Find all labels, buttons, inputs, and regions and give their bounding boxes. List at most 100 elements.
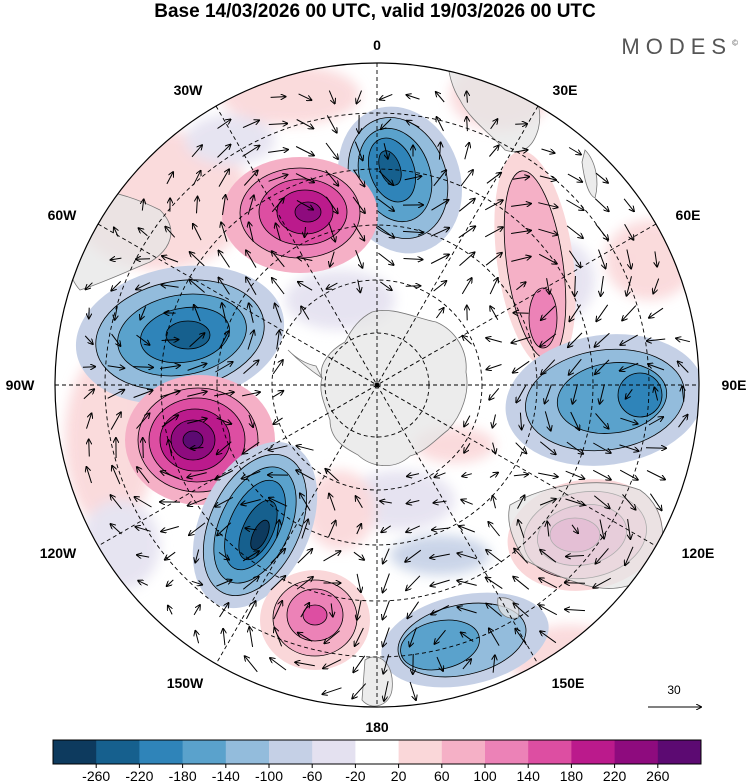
wind-arrow bbox=[511, 257, 530, 262]
wind-arrow bbox=[197, 197, 198, 214]
colorbar-tick-label: -60 bbox=[302, 768, 322, 783]
wind-arrow bbox=[139, 228, 148, 237]
wind-arrow bbox=[356, 496, 363, 509]
wind-arrow bbox=[405, 549, 422, 562]
wind-arrow bbox=[142, 199, 143, 211]
wind-arrow bbox=[462, 336, 472, 345]
lon-label-150e: 150E bbox=[552, 675, 585, 691]
colorbar-tick-label: 220 bbox=[603, 768, 627, 783]
wind-arrow bbox=[653, 278, 660, 294]
wind-arrow bbox=[538, 228, 557, 235]
wind-arrow bbox=[219, 603, 229, 618]
wind-arrow bbox=[219, 251, 230, 268]
wind-arrow bbox=[484, 200, 503, 211]
wind-arrow bbox=[355, 627, 364, 646]
wind-arrow bbox=[538, 472, 558, 477]
wind-arrow bbox=[544, 411, 550, 430]
wind-arrow bbox=[132, 367, 153, 368]
wind-arrow bbox=[595, 332, 610, 347]
wind-arrow bbox=[678, 362, 689, 373]
wind-arrow bbox=[325, 142, 338, 159]
wind-arrow bbox=[355, 250, 363, 268]
wind-arrow bbox=[111, 281, 122, 290]
wind-arrow bbox=[242, 470, 261, 478]
colorbar-tick-label: 180 bbox=[560, 768, 584, 783]
wind-arrow bbox=[430, 228, 449, 237]
wind-arrow bbox=[539, 441, 555, 455]
wind-arrow bbox=[404, 176, 422, 181]
lon-label-0: 0 bbox=[373, 37, 381, 53]
wind-arrow bbox=[436, 92, 445, 103]
wind-arrow bbox=[383, 573, 390, 593]
wind-arrow bbox=[594, 198, 608, 211]
wind-arrow bbox=[489, 146, 498, 157]
wind-arrow bbox=[217, 441, 232, 455]
wind-arrow bbox=[575, 275, 576, 296]
wind-arrow bbox=[298, 633, 313, 642]
wind-arrow bbox=[568, 147, 581, 155]
wind-arrow bbox=[300, 603, 309, 618]
wind-arrow bbox=[82, 367, 95, 368]
wind-arrow bbox=[540, 333, 557, 346]
wind-arrow bbox=[111, 258, 122, 260]
wind-arrow bbox=[86, 413, 92, 429]
colorbar-swatch bbox=[355, 740, 400, 764]
wind-arrow bbox=[513, 360, 530, 372]
wind-arrow bbox=[488, 522, 500, 537]
wind-arrow bbox=[430, 255, 449, 264]
wind-arrow bbox=[221, 222, 228, 242]
wind-arrow bbox=[269, 498, 288, 507]
wind-arrow bbox=[301, 307, 310, 320]
wind-arrow bbox=[596, 548, 609, 563]
wind-arrow bbox=[484, 227, 503, 238]
wind-arrow bbox=[459, 252, 475, 266]
wind-arrow bbox=[570, 411, 580, 430]
wind-arrow bbox=[187, 364, 207, 371]
wind-arrow bbox=[461, 500, 473, 505]
wind-arrow bbox=[274, 628, 283, 647]
wind-arrow bbox=[538, 253, 557, 263]
wind-arrow bbox=[565, 470, 585, 479]
wind-arrow bbox=[295, 173, 314, 183]
wind-arrow bbox=[433, 170, 446, 187]
wind-arrow bbox=[490, 306, 499, 320]
wind-arrow bbox=[143, 438, 144, 459]
wind-arrow bbox=[384, 681, 389, 701]
wind-arrow bbox=[84, 335, 93, 344]
wind-arrow bbox=[410, 627, 417, 647]
wind-arrow bbox=[329, 494, 336, 511]
lon-label-30e: 30E bbox=[553, 82, 578, 98]
colorbar-border bbox=[52, 739, 702, 765]
antarctic-peninsula bbox=[287, 349, 324, 380]
wind-arrow bbox=[353, 655, 366, 672]
wind-arrow bbox=[111, 495, 122, 510]
wind-arrow bbox=[566, 556, 585, 557]
wind-arrow bbox=[189, 522, 206, 535]
colorbar-tick-label: 100 bbox=[473, 768, 497, 783]
wind-arrow bbox=[682, 386, 684, 402]
colorbar-swatch bbox=[182, 740, 227, 764]
wind-arrow bbox=[110, 412, 121, 430]
wind-arrow bbox=[272, 251, 285, 268]
wind-arrow bbox=[569, 304, 582, 322]
wind-arrow bbox=[381, 118, 392, 129]
lon-label-120e: 120E bbox=[682, 545, 715, 561]
wind-arrow bbox=[460, 170, 473, 187]
wind-arrow bbox=[595, 413, 609, 428]
wind-arrow bbox=[296, 119, 314, 129]
colorbar-tick-label: 260 bbox=[646, 768, 670, 783]
wind-arrow bbox=[462, 659, 471, 670]
wind-arrow bbox=[646, 470, 665, 480]
wind-arrow bbox=[647, 339, 666, 341]
wind-arrow bbox=[296, 470, 315, 481]
wind-arrow bbox=[648, 417, 663, 426]
wind-arrow bbox=[295, 662, 315, 667]
wind-arrow bbox=[330, 251, 335, 267]
lon-label-60e: 60E bbox=[676, 207, 701, 223]
wind-arrow bbox=[547, 522, 549, 537]
wind-arrow bbox=[271, 198, 284, 213]
wind-arrow bbox=[545, 384, 552, 404]
wind-arrow bbox=[464, 443, 471, 452]
wind-arrow bbox=[377, 198, 394, 211]
wind-arrow bbox=[565, 609, 586, 610]
